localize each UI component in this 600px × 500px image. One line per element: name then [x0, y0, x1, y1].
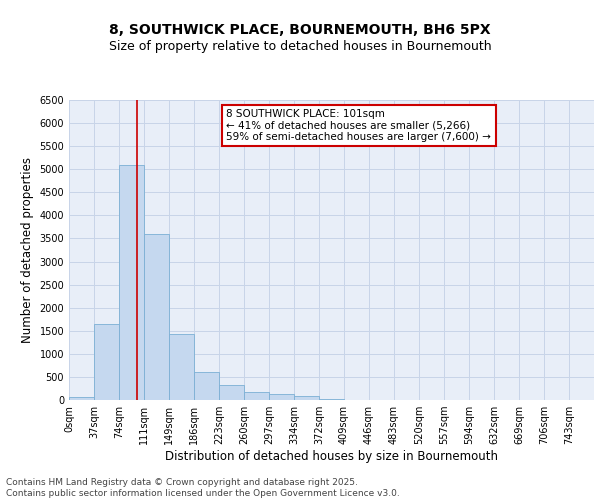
- Text: Size of property relative to detached houses in Bournemouth: Size of property relative to detached ho…: [109, 40, 491, 53]
- Bar: [244, 392, 269, 400]
- Bar: [269, 394, 294, 400]
- Text: 8 SOUTHWICK PLACE: 101sqm
← 41% of detached houses are smaller (5,266)
59% of se: 8 SOUTHWICK PLACE: 101sqm ← 41% of detac…: [227, 109, 491, 142]
- Bar: [294, 396, 319, 400]
- Bar: [169, 334, 194, 400]
- Text: Contains HM Land Registry data © Crown copyright and database right 2025.
Contai: Contains HM Land Registry data © Crown c…: [6, 478, 400, 498]
- Y-axis label: Number of detached properties: Number of detached properties: [21, 157, 34, 343]
- Bar: [144, 234, 169, 400]
- Bar: [119, 164, 144, 400]
- Bar: [219, 385, 244, 400]
- Text: 8, SOUTHWICK PLACE, BOURNEMOUTH, BH6 5PX: 8, SOUTHWICK PLACE, BOURNEMOUTH, BH6 5PX: [109, 22, 491, 36]
- Bar: [194, 372, 219, 400]
- Bar: [94, 324, 119, 400]
- Bar: [319, 398, 344, 400]
- X-axis label: Distribution of detached houses by size in Bournemouth: Distribution of detached houses by size …: [165, 450, 498, 463]
- Bar: [69, 397, 94, 400]
